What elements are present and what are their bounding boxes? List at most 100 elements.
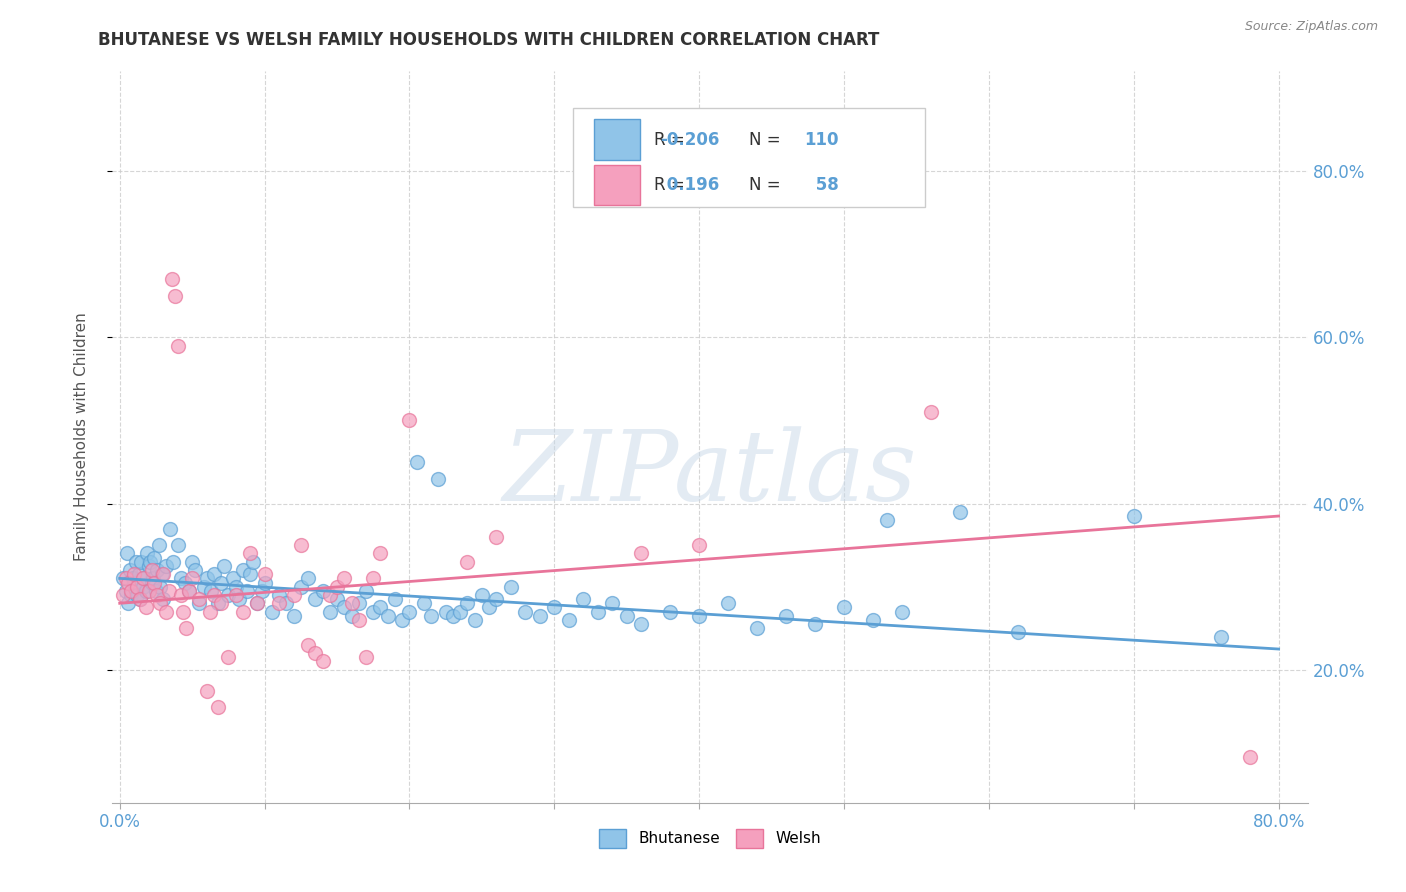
Welsh bbox=[172, 605, 194, 619]
Welsh bbox=[117, 575, 139, 590]
Welsh bbox=[146, 588, 169, 602]
Welsh bbox=[111, 588, 134, 602]
Welsh bbox=[143, 575, 166, 590]
Bhutanese bbox=[202, 567, 225, 582]
Bhutanese bbox=[145, 583, 167, 598]
Welsh bbox=[688, 538, 710, 552]
Bhutanese bbox=[558, 613, 581, 627]
Bhutanese bbox=[586, 605, 609, 619]
Bhutanese bbox=[413, 596, 436, 610]
Text: ZIPatlas: ZIPatlas bbox=[503, 426, 917, 521]
Bhutanese bbox=[405, 455, 427, 469]
Bhutanese bbox=[181, 555, 204, 569]
Welsh bbox=[120, 583, 142, 598]
Bhutanese bbox=[290, 580, 312, 594]
Welsh bbox=[209, 596, 232, 610]
Bhutanese bbox=[319, 605, 342, 619]
Welsh bbox=[202, 588, 225, 602]
Legend: Bhutanese, Welsh: Bhutanese, Welsh bbox=[593, 822, 827, 854]
Welsh bbox=[176, 621, 198, 635]
Bhutanese bbox=[1007, 625, 1029, 640]
Bhutanese bbox=[333, 600, 356, 615]
Bhutanese bbox=[717, 596, 740, 610]
Bhutanese bbox=[441, 608, 464, 623]
Bhutanese bbox=[121, 571, 143, 585]
Welsh bbox=[152, 567, 174, 582]
Welsh bbox=[239, 546, 262, 560]
Bhutanese bbox=[159, 521, 181, 535]
Bhutanese bbox=[200, 583, 222, 598]
Text: N =: N = bbox=[749, 130, 782, 149]
Bhutanese bbox=[370, 600, 392, 615]
Welsh bbox=[267, 596, 290, 610]
Welsh bbox=[340, 596, 363, 610]
Welsh bbox=[135, 600, 157, 615]
Welsh bbox=[155, 605, 177, 619]
Welsh bbox=[232, 605, 254, 619]
Bhutanese bbox=[804, 617, 827, 632]
Text: R =: R = bbox=[654, 130, 685, 149]
Bhutanese bbox=[745, 621, 768, 635]
Bhutanese bbox=[246, 596, 269, 610]
Bhutanese bbox=[146, 563, 169, 577]
Welsh bbox=[217, 650, 239, 665]
Bar bbox=[595, 120, 640, 160]
Bhutanese bbox=[250, 583, 273, 598]
Bhutanese bbox=[228, 592, 250, 607]
Bhutanese bbox=[115, 546, 138, 560]
Bhutanese bbox=[267, 588, 290, 602]
Bhutanese bbox=[114, 583, 136, 598]
Welsh bbox=[354, 650, 377, 665]
Welsh bbox=[160, 272, 183, 286]
Bhutanese bbox=[499, 580, 522, 594]
Welsh bbox=[246, 596, 269, 610]
Bhutanese bbox=[253, 575, 276, 590]
Bhutanese bbox=[471, 588, 494, 602]
Bhutanese bbox=[122, 575, 145, 590]
Bhutanese bbox=[543, 600, 565, 615]
Welsh bbox=[141, 563, 163, 577]
Text: Source: ZipAtlas.com: Source: ZipAtlas.com bbox=[1244, 20, 1378, 33]
Bhutanese bbox=[1209, 630, 1232, 644]
Bhutanese bbox=[340, 608, 363, 623]
Bhutanese bbox=[688, 608, 710, 623]
Welsh bbox=[326, 580, 349, 594]
Bhutanese bbox=[179, 583, 201, 598]
Bhutanese bbox=[326, 592, 349, 607]
Welsh bbox=[149, 596, 172, 610]
Welsh bbox=[195, 683, 218, 698]
Bhutanese bbox=[242, 555, 264, 569]
Bhutanese bbox=[276, 596, 298, 610]
Bhutanese bbox=[131, 555, 153, 569]
Bhutanese bbox=[207, 596, 229, 610]
Bhutanese bbox=[354, 583, 377, 598]
Bhutanese bbox=[152, 592, 174, 607]
Welsh bbox=[1239, 750, 1261, 764]
Bhutanese bbox=[449, 605, 471, 619]
Welsh bbox=[398, 413, 420, 427]
FancyBboxPatch shape bbox=[572, 108, 925, 207]
Bhutanese bbox=[832, 600, 855, 615]
Bhutanese bbox=[193, 580, 215, 594]
Text: 58: 58 bbox=[810, 176, 839, 194]
Bhutanese bbox=[377, 608, 399, 623]
Bhutanese bbox=[515, 605, 537, 619]
Welsh bbox=[179, 583, 201, 598]
Bhutanese bbox=[572, 592, 595, 607]
Bar bbox=[595, 165, 640, 205]
Bhutanese bbox=[141, 575, 163, 590]
Bhutanese bbox=[420, 608, 443, 623]
Bhutanese bbox=[464, 613, 486, 627]
Welsh bbox=[311, 655, 333, 669]
Welsh bbox=[132, 571, 155, 585]
Welsh bbox=[127, 580, 149, 594]
Bhutanese bbox=[398, 605, 420, 619]
Bhutanese bbox=[117, 596, 139, 610]
Welsh bbox=[456, 555, 478, 569]
Welsh bbox=[290, 538, 312, 552]
Welsh bbox=[370, 546, 392, 560]
Bhutanese bbox=[188, 596, 211, 610]
Bhutanese bbox=[209, 575, 232, 590]
Bhutanese bbox=[129, 592, 152, 607]
Welsh bbox=[253, 567, 276, 582]
